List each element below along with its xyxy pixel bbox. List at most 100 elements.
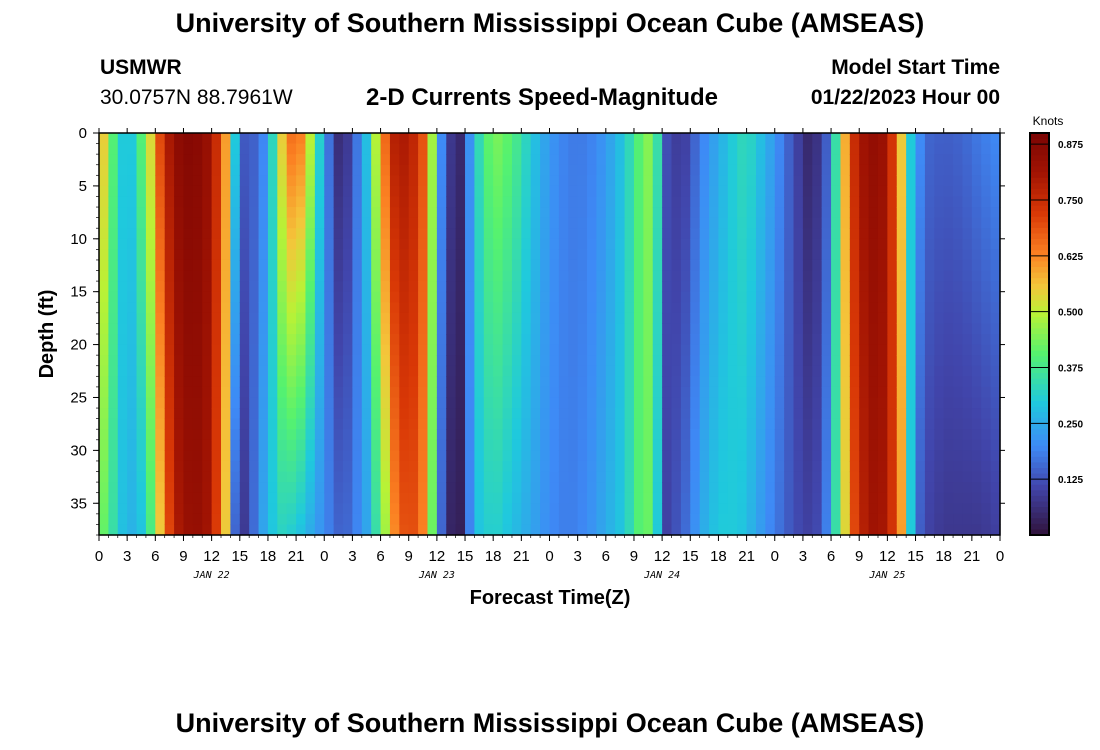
heatmap-cell (202, 439, 213, 451)
heatmap-cell (765, 291, 776, 303)
heatmap-cell (511, 164, 522, 176)
heatmap-cell (455, 482, 466, 494)
heatmap-cell (971, 196, 982, 208)
heatmap-cell (868, 460, 879, 473)
heatmap-cell (343, 492, 354, 504)
heatmap-cell (605, 376, 616, 388)
heatmap-cell (474, 217, 485, 229)
heatmap-cell (849, 471, 860, 483)
heatmap-cell (211, 228, 222, 240)
heatmap-cell (577, 429, 588, 441)
heatmap-cell (286, 143, 297, 155)
heatmap-cell (117, 482, 128, 494)
heatmap-cell (643, 175, 654, 187)
heatmap-cell (962, 228, 973, 240)
heatmap-cell (943, 503, 954, 515)
heatmap-cell (906, 429, 917, 441)
heatmap-cell (286, 376, 297, 388)
heatmap-cell (774, 143, 785, 155)
y-tick-label: 20 (70, 337, 87, 354)
heatmap-cell (211, 154, 222, 166)
heatmap-cell (737, 513, 748, 526)
heatmap-cell (709, 175, 720, 187)
heatmap-cell (587, 164, 598, 176)
colorbar-swatch (1030, 255, 1049, 263)
heatmap-cell (727, 418, 738, 430)
heatmap-cell (699, 439, 710, 451)
heatmap-cell (192, 408, 203, 420)
heatmap-cell (436, 439, 447, 451)
heatmap-cell (305, 217, 316, 229)
heatmap-cell (502, 492, 513, 504)
heatmap-cell (305, 429, 316, 441)
heatmap-cell (155, 397, 166, 409)
heatmap-cell (296, 312, 307, 325)
heatmap-cell (361, 365, 372, 377)
heatmap-cell (953, 154, 964, 166)
heatmap-cell (840, 164, 851, 176)
heatmap-cell (671, 450, 682, 462)
heatmap-cell (877, 238, 888, 250)
heatmap-cell (333, 228, 344, 240)
heatmap-cell (990, 291, 1001, 303)
heatmap-cell (502, 133, 513, 145)
heatmap-cell (511, 207, 522, 219)
heatmap-cell (136, 238, 147, 250)
heatmap-cell (568, 376, 579, 388)
colorbar-swatch (1030, 289, 1049, 296)
heatmap-cell (174, 164, 185, 176)
x-tick-label: 0 (95, 548, 103, 565)
heatmap-cell (737, 217, 748, 229)
heatmap-cell (934, 460, 945, 473)
heatmap-cell (755, 439, 766, 451)
heatmap-cell (117, 334, 128, 346)
heatmap-cell (643, 228, 654, 240)
heatmap-cell (577, 133, 588, 145)
heatmap-cell (521, 450, 532, 462)
heatmap-cell (746, 154, 757, 166)
heatmap-cell (230, 429, 241, 441)
heatmap-cell (267, 513, 278, 526)
heatmap-cell (108, 365, 119, 377)
heatmap-cell (117, 503, 128, 515)
heatmap-cell (549, 418, 560, 430)
heatmap-cell (267, 164, 278, 176)
heatmap-cell (765, 143, 776, 155)
heatmap-cell (502, 291, 513, 303)
heatmap-cell (258, 397, 269, 409)
heatmap-cell (849, 460, 860, 473)
heatmap-cell (671, 270, 682, 282)
heatmap-cell (924, 397, 935, 409)
heatmap-cell (521, 408, 532, 420)
heatmap-cell (145, 238, 156, 250)
heatmap-cell (249, 450, 260, 462)
heatmap-cell (746, 175, 757, 187)
heatmap-cell (352, 429, 363, 441)
heatmap-cell (530, 429, 541, 441)
heatmap-cell (680, 471, 691, 483)
heatmap-cell (230, 503, 241, 515)
heatmap-cell (389, 217, 400, 229)
heatmap-cell (155, 154, 166, 166)
heatmap-cell (108, 408, 119, 420)
heatmap-cell (117, 259, 128, 272)
heatmap-cell (887, 323, 898, 335)
heatmap-cell (436, 302, 447, 314)
heatmap-cell (859, 334, 870, 346)
heatmap-cell (596, 355, 607, 367)
heatmap-cell (727, 175, 738, 187)
heatmap-cell (587, 492, 598, 504)
heatmap-cell (906, 185, 917, 198)
heatmap-cell (399, 312, 410, 325)
heatmap-cell (990, 164, 1001, 176)
heatmap-cell (221, 249, 231, 261)
heatmap-cell (521, 386, 532, 399)
heatmap-cell (849, 302, 860, 314)
heatmap-cell (389, 291, 400, 303)
heatmap-cell (202, 217, 213, 229)
heatmap-cell (690, 312, 701, 325)
heatmap-cell (624, 207, 635, 219)
heatmap-cell (249, 492, 260, 504)
x-tick-label: 6 (827, 548, 835, 565)
heatmap-cell (530, 228, 541, 240)
